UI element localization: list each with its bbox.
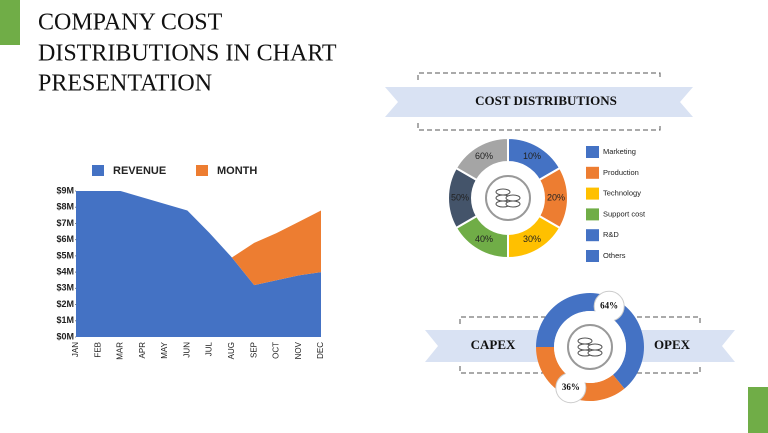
segment-label: 40% <box>475 234 493 244</box>
x-tick-label: OCT <box>272 342 281 359</box>
banner: COST DISTRIBUTIONS <box>385 72 693 131</box>
x-tick-label: MAY <box>160 341 169 358</box>
legend-swatch <box>586 250 599 262</box>
coin-icon <box>587 349 603 357</box>
coin-icon <box>505 194 521 202</box>
data-label: 36% <box>562 382 580 392</box>
title-line: COMPANY COST <box>38 10 223 36</box>
capex-opex-donut: 64% 36% <box>536 290 645 404</box>
title-line: PRESENTATION <box>38 71 212 97</box>
legend-label: Support cost <box>603 209 646 218</box>
x-tick-label: DEC <box>316 342 325 359</box>
x-tick-label: JUL <box>205 341 214 356</box>
ribbon <box>385 87 693 117</box>
area-chart: $0M $1M $2M $3M $4M $5M $6M $7M $8M $9M REVENUE MON… <box>56 165 325 360</box>
x-tick-label: SEP <box>249 342 258 358</box>
x-tick-label: APR <box>138 342 147 359</box>
y-tick-label: $7M <box>56 218 74 228</box>
legend-label: R&D <box>603 230 619 239</box>
x-tick-label: MAR <box>116 342 125 360</box>
y-tick-label: $2M <box>56 299 74 309</box>
segment-label: 50% <box>451 192 469 202</box>
accent-bar <box>748 387 768 433</box>
legend-swatch <box>586 166 599 179</box>
coin-icon <box>505 200 521 208</box>
donut-segment <box>454 136 509 182</box>
area <box>76 191 321 337</box>
banner-label: CAPEX <box>471 337 516 352</box>
y-tick-label: $1M <box>56 315 74 325</box>
segment-label: 30% <box>523 234 541 244</box>
y-tick-label: $4M <box>56 266 74 276</box>
y-tick-label: $3M <box>56 283 74 293</box>
x-tick-label: FEB <box>93 342 102 358</box>
banner-label: OPEX <box>654 337 691 352</box>
legend-swatch <box>196 165 208 176</box>
area <box>76 191 321 286</box>
slide-title: COMPANY COST DISTRIBUTIONS IN CHART PRES… <box>38 10 337 97</box>
title-line: DISTRIBUTIONS IN CHART <box>38 41 337 67</box>
segment-label: 60% <box>475 151 493 161</box>
legend-swatch <box>92 165 104 176</box>
coin-icon <box>577 337 593 345</box>
legend-label: Technology <box>603 189 641 198</box>
legend-swatch <box>586 187 599 200</box>
y-tick-label: $8M <box>56 202 74 212</box>
segment-label: 10% <box>523 151 541 161</box>
legend-label: MONTH <box>217 165 257 177</box>
y-tick-label: $9M <box>56 185 74 195</box>
y-tick-label: $0M <box>56 331 74 341</box>
legend-swatch <box>586 146 599 158</box>
data-label: 64% <box>600 300 618 310</box>
x-tick-label: NOV <box>294 341 303 359</box>
legend-label: Marketing <box>603 147 636 156</box>
x-tick-label: AUG <box>227 342 236 359</box>
x-tick-label: JUN <box>182 342 191 358</box>
legend-swatch <box>586 208 599 221</box>
accent-bar <box>0 0 20 45</box>
banner-title: COST DISTRIBUTIONS <box>475 93 617 108</box>
coin-icon <box>587 343 603 351</box>
legend-label: Others <box>603 251 626 260</box>
legend-label: REVENUE <box>113 165 166 177</box>
y-tick-label: $5M <box>56 250 74 260</box>
coin-icon <box>495 188 511 196</box>
legend-label: Production <box>603 168 639 177</box>
dashed-frame <box>459 316 701 374</box>
legend-swatch <box>586 229 599 242</box>
segment-label: 20% <box>547 192 565 202</box>
x-tick-label: JAN <box>71 342 80 357</box>
y-tick-label: $6M <box>56 234 74 244</box>
dashed-frame <box>417 72 661 131</box>
cost-donut: 10% Marketing 20% Production 30% Technology 40… <box>447 136 646 262</box>
